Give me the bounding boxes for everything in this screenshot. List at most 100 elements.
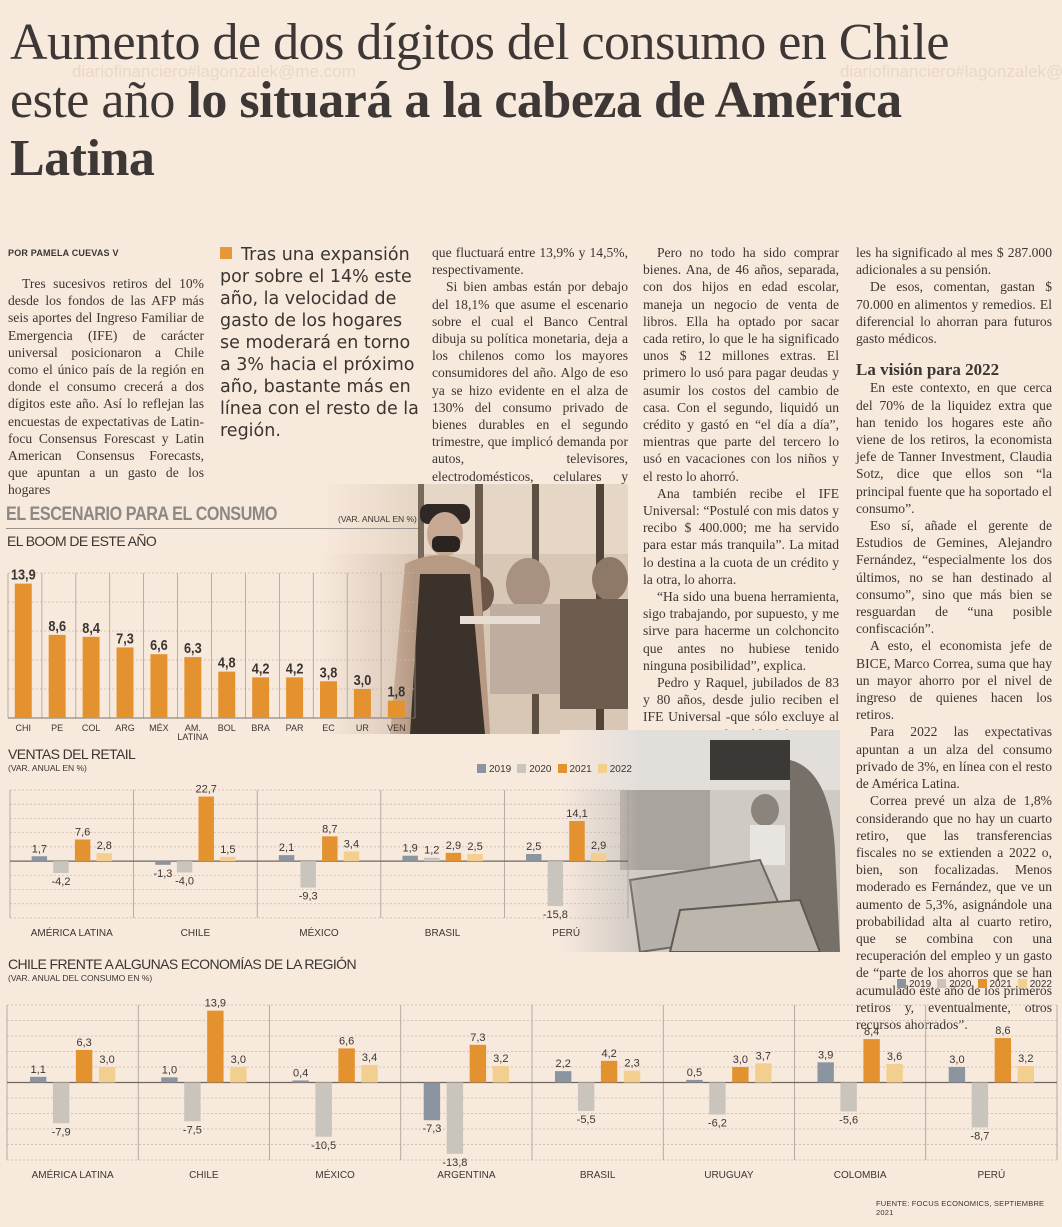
bar (343, 851, 360, 862)
data-label: 3,0 (231, 1054, 246, 1066)
region-unit-note: (VAR. ANUAL DEL CONSUMO EN %) (8, 973, 153, 983)
legend-item-2022: 2022 (597, 764, 632, 775)
bar (994, 1038, 1012, 1083)
data-label: 3,4 (344, 838, 359, 850)
x-tick-label: PE (51, 723, 63, 733)
data-label: 4,2 (601, 1048, 616, 1060)
region-chart-title: CHILE FRENTE A ALGUNAS ECONOMÍAS DE LA R… (8, 956, 357, 972)
data-label: 1,7 (32, 843, 47, 855)
legend-swatch-2021 (977, 979, 987, 988)
paragraph: Si bien ambas están por debajo del 18,1%… (432, 279, 628, 500)
bar (74, 839, 91, 862)
retail-chart-title: VENTAS DEL RETAIL (8, 746, 136, 762)
data-label: 2,2 (556, 1058, 571, 1070)
data-label: -7,5 (183, 1124, 202, 1136)
retail-unit-note: (VAR. ANUAL EN %) (8, 763, 87, 773)
restaurant-photo (320, 484, 628, 734)
region-bar-chart: 1,1 -7,9 6,3 3,0 AMÉRICA LATINA 1,0 -7,5 13,9 3,… (6, 998, 1058, 1181)
bar (184, 657, 202, 718)
bar (353, 689, 371, 718)
data-label: 1,8 (387, 683, 405, 700)
bar (52, 1082, 70, 1124)
bar (686, 1079, 703, 1083)
bar (338, 1048, 355, 1083)
bar (971, 1082, 989, 1128)
bar (278, 855, 295, 862)
title-divider (6, 528, 418, 529)
pull-quote-text: Tras una expansión por sobre el 14% este… (220, 245, 419, 441)
bar (53, 861, 69, 874)
bar (840, 1082, 857, 1112)
bar (577, 1082, 595, 1111)
x-tick-label: CHI (16, 723, 32, 733)
bar (361, 1064, 378, 1083)
data-label: -1,3 (153, 868, 172, 880)
bar (31, 856, 48, 862)
data-label: 2,5 (526, 841, 541, 853)
legend-item-2021: 2021 (977, 979, 1012, 990)
data-label: 1,2 (424, 845, 439, 857)
headline: Aumento de dos dígitos del consumo en Ch… (10, 14, 1010, 188)
data-label: 14,1 (566, 808, 587, 820)
paragraph: De esos, comentan, gastan $ 70.000 en al… (856, 279, 1052, 347)
data-label: 3,2 (493, 1053, 508, 1065)
data-label: 4,2 (252, 659, 270, 676)
data-label: 2,5 (467, 841, 482, 853)
data-label: -5,5 (577, 1114, 596, 1126)
bar (29, 1076, 47, 1083)
paragraph: En este contexto, en que cerca del 70% d… (856, 380, 1052, 516)
legend-item-2020: 2020 (517, 764, 552, 775)
bar (48, 634, 66, 718)
legend-swatch-2022 (1017, 979, 1027, 988)
watermark: diariofinanciero#lagonzalek@me.com (840, 62, 1062, 81)
bar (732, 1067, 749, 1083)
x-tick-label: LATINA (177, 732, 208, 740)
x-tick-label: BOL (218, 723, 236, 733)
x-tick-label: URUGUAY (704, 1170, 754, 1181)
bar (886, 1063, 903, 1083)
data-label: -7,3 (422, 1123, 441, 1135)
data-label: -4,2 (52, 876, 71, 888)
data-label: 6,6 (150, 636, 168, 653)
x-tick-label: AMÉRICA LATINA (32, 1168, 114, 1181)
data-label: -6,2 (708, 1118, 727, 1130)
data-label: 8,6 (48, 617, 66, 634)
retail-legend: 2019 2020 2021 2022 (477, 764, 632, 775)
data-label: 3,2 (1018, 1053, 1033, 1065)
paragraph: Tres sucesivos retiros del 10% desde los… (8, 276, 204, 498)
bar (817, 1062, 834, 1083)
bar (286, 677, 304, 718)
data-label: 1,1 (31, 1064, 46, 1076)
bar (292, 1080, 309, 1083)
legend-item-2022: 2022 (1017, 979, 1052, 990)
data-label: 3,6 (887, 1051, 902, 1063)
data-label: -7,9 (52, 1126, 71, 1138)
paragraph: Para 2022 las expectativas apuntan a un … (856, 724, 1052, 792)
bar (207, 1010, 224, 1083)
data-label: -8,7 (970, 1130, 989, 1142)
boom-bar-chart: 13,9 CHI 8,6 PE 8,4 COL 7,3 ARG 6,6 MÉX 6,3 AM.LATI… (7, 566, 416, 740)
paragraph: Correa prevé un alza de 1,8% considerand… (856, 793, 1052, 1032)
bar (300, 861, 316, 888)
x-tick-label: MÉX (149, 723, 169, 733)
data-label: 4,2 (286, 659, 304, 676)
data-label: 1,5 (220, 844, 235, 856)
bar (569, 821, 585, 862)
watermark: diariofinanciero#lagonzalek@me.com (72, 62, 356, 81)
data-label: 0,5 (687, 1067, 702, 1079)
data-label: 3,0 (99, 1054, 114, 1066)
x-tick-label: BRA (251, 723, 270, 733)
bar (96, 853, 112, 862)
bar (709, 1082, 726, 1115)
headline-bold: lo situará a la cabeza de América Latina (10, 72, 902, 187)
data-label: 1,0 (162, 1064, 177, 1076)
data-label: 22,7 (196, 784, 217, 796)
x-tick-label: PAR (286, 723, 304, 733)
data-label: 7,6 (75, 826, 90, 838)
region-legend: 2019 2020 2021 2022 (897, 979, 1052, 990)
data-label: 3,4 (362, 1052, 377, 1064)
bar (492, 1065, 510, 1083)
data-label: 8,7 (322, 823, 337, 835)
legend-swatch-2021 (557, 764, 567, 773)
legend-swatch-2019 (477, 764, 486, 773)
